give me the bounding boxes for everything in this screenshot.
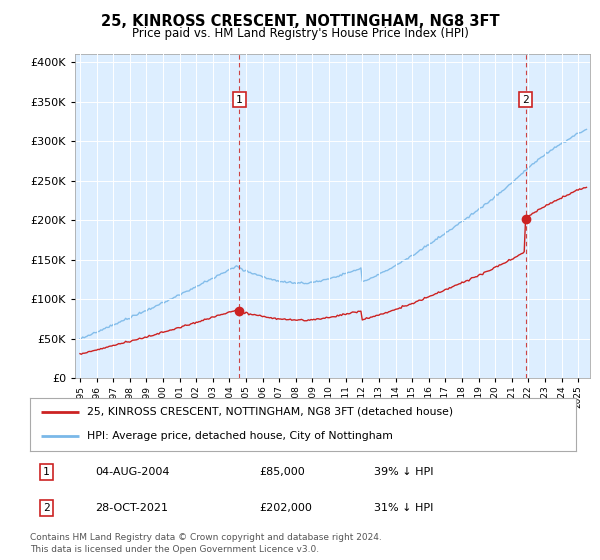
Text: 31% ↓ HPI: 31% ↓ HPI bbox=[374, 503, 433, 513]
Text: £202,000: £202,000 bbox=[259, 503, 312, 513]
Text: 25, KINROSS CRESCENT, NOTTINGHAM, NG8 3FT: 25, KINROSS CRESCENT, NOTTINGHAM, NG8 3F… bbox=[101, 14, 499, 29]
Text: HPI: Average price, detached house, City of Nottingham: HPI: Average price, detached house, City… bbox=[88, 431, 393, 441]
Text: 1: 1 bbox=[43, 467, 50, 477]
Text: 25, KINROSS CRESCENT, NOTTINGHAM, NG8 3FT (detached house): 25, KINROSS CRESCENT, NOTTINGHAM, NG8 3F… bbox=[88, 407, 454, 417]
Text: 28-OCT-2021: 28-OCT-2021 bbox=[95, 503, 169, 513]
Text: £85,000: £85,000 bbox=[259, 467, 305, 477]
Text: 1: 1 bbox=[236, 95, 243, 105]
Text: 39% ↓ HPI: 39% ↓ HPI bbox=[374, 467, 433, 477]
Text: Contains HM Land Registry data © Crown copyright and database right 2024.
This d: Contains HM Land Registry data © Crown c… bbox=[30, 533, 382, 554]
Text: Price paid vs. HM Land Registry's House Price Index (HPI): Price paid vs. HM Land Registry's House … bbox=[131, 27, 469, 40]
Text: 2: 2 bbox=[522, 95, 529, 105]
Text: 2: 2 bbox=[43, 503, 50, 513]
Text: 04-AUG-2004: 04-AUG-2004 bbox=[95, 467, 170, 477]
